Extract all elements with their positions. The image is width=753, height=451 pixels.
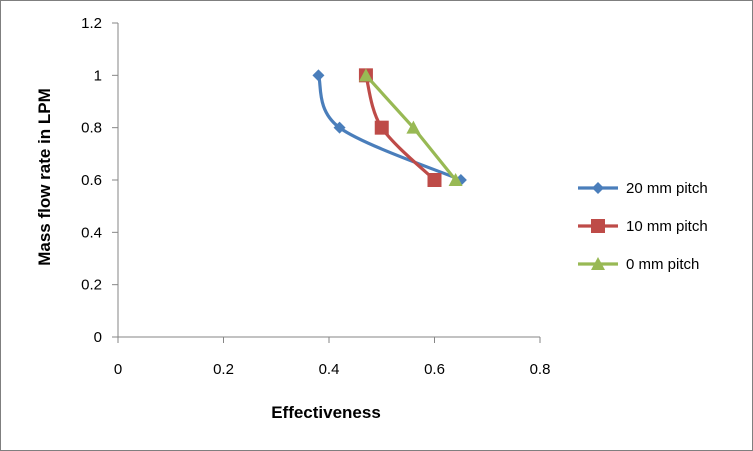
series-layer xyxy=(312,68,467,187)
x-tick-label: 0 xyxy=(114,361,122,378)
legend-label: 10 mm pitch xyxy=(626,218,708,235)
x-tick-label: 0.6 xyxy=(424,361,445,378)
data-point-0-mm-pitch xyxy=(448,173,463,186)
legend-item-0-mm-pitch: 0 mm pitch xyxy=(578,256,699,273)
legend-marker xyxy=(591,257,605,270)
legend-marker xyxy=(592,182,604,194)
y-axis-title: Mass flow rate in LPM xyxy=(35,88,54,266)
y-tick-label: 0.2 xyxy=(81,277,102,294)
legend-item-10-mm-pitch: 10 mm pitch xyxy=(578,218,708,235)
x-tick-label: 0.8 xyxy=(530,361,551,378)
data-point-10-mm-pitch xyxy=(374,120,389,135)
y-tick-label: 1 xyxy=(94,67,102,84)
y-tick-label: 1.2 xyxy=(81,15,102,32)
legend: 20 mm pitch 10 mm pitch 0 mm pitch xyxy=(578,180,708,273)
x-axis-title: Effectiveness xyxy=(271,403,381,422)
x-tick-label: 0.2 xyxy=(213,361,234,378)
data-point-20-mm-pitch xyxy=(312,69,325,82)
data-point-0-mm-pitch xyxy=(406,120,421,134)
data-point-20-mm-pitch xyxy=(333,121,346,134)
y-tick-label: 0.4 xyxy=(81,224,102,241)
y-tick-label: 0.8 xyxy=(81,120,102,137)
axes: 0 0.2 0.4 0.6 0.8 1 1.2 0 0.2 0.4 0.6 0.8 xyxy=(81,15,550,378)
x-tick-label: 0.4 xyxy=(319,361,340,378)
series-20-mm-pitch xyxy=(312,69,467,186)
legend-item-20-mm-pitch: 20 mm pitch xyxy=(578,180,708,197)
data-point-0-mm-pitch xyxy=(358,68,373,82)
y-tick-label: 0 xyxy=(94,329,102,346)
series-0-mm-pitch xyxy=(358,68,463,186)
legend-label: 0 mm pitch xyxy=(626,256,699,273)
legend-label: 20 mm pitch xyxy=(626,180,708,197)
legend-marker xyxy=(591,219,605,233)
data-point-10-mm-pitch xyxy=(427,173,442,187)
y-tick-label: 0.6 xyxy=(81,172,102,189)
